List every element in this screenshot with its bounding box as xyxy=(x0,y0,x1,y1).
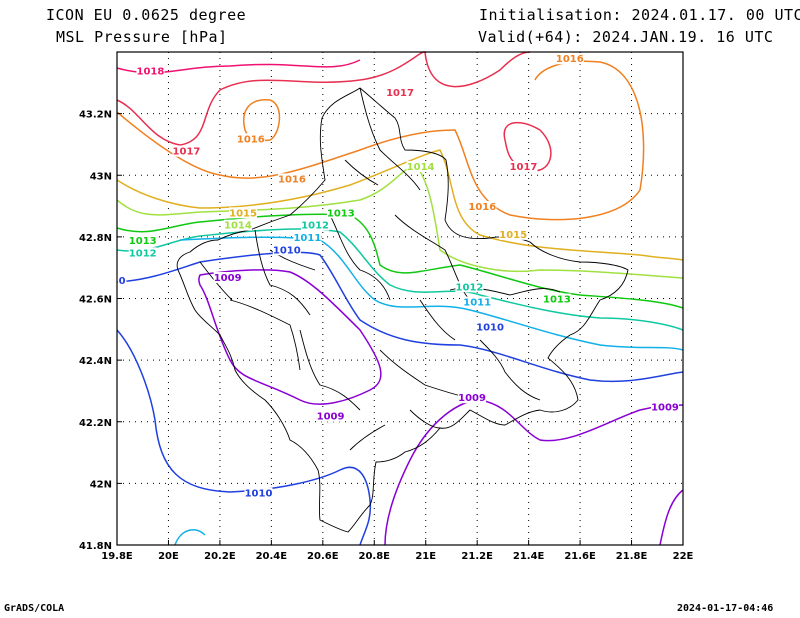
contour-label: 1010 xyxy=(273,245,301,256)
isobar-1017-cell xyxy=(503,121,552,172)
y-tick-label: 43.2N xyxy=(79,110,112,121)
isobar-1011-corner xyxy=(174,529,206,546)
contour-label-bg xyxy=(172,145,201,157)
software-credit: GrADS/COLA xyxy=(4,603,65,614)
render-timestamp: 2024-01-17-04:46 xyxy=(677,603,774,614)
x-tick-label: 20.4E xyxy=(256,551,288,562)
contour-label-bg xyxy=(386,87,414,99)
y-tick-label: 41.8N xyxy=(79,541,112,552)
contour-label-bg xyxy=(476,321,505,333)
contour-label: 1016 xyxy=(468,202,496,213)
x-tick-label: 21.6E xyxy=(564,551,596,562)
valid-time: Valid(+64): 2024.JAN.19. 16 UTC xyxy=(478,28,774,46)
x-tick-label: 21.4E xyxy=(513,551,545,562)
x-tick-label: 19.8E xyxy=(101,551,133,562)
contour-label: 1016 xyxy=(556,54,584,65)
isobar-1009 xyxy=(198,269,382,405)
isobar-1015 xyxy=(116,149,684,261)
contour-label-bg xyxy=(128,235,157,247)
contour-label: 1012 xyxy=(301,221,329,232)
contour-label: 1017 xyxy=(173,147,201,158)
contour-label-bg xyxy=(542,293,571,305)
x-tick-label: 20E xyxy=(158,551,179,562)
x-tick-label: 21E xyxy=(415,551,436,562)
contour-label: 1013 xyxy=(129,236,157,247)
contour-labels: 1018 1017 1017 1017 1016 1016 1016 1016 1015 1015… xyxy=(117,53,679,500)
contour-label-bg xyxy=(463,296,492,308)
isobar-1013 xyxy=(116,213,684,309)
contour-label-bg xyxy=(468,201,497,213)
contour-label: 1012 xyxy=(129,248,157,259)
contour-label: 1016 xyxy=(237,134,265,145)
x-tick-label: 20.2E xyxy=(204,551,236,562)
contour-label: 1015 xyxy=(499,230,527,241)
contour-label: 1018 xyxy=(137,67,165,78)
contour-label: 1014 xyxy=(407,162,435,173)
contour-label-bg xyxy=(499,228,528,240)
contour-label-bg xyxy=(244,487,273,499)
y-tick-label: 42N xyxy=(90,479,112,490)
contour-label: 1016 xyxy=(278,174,306,185)
x-axis: 19.8E 20E 20.2E 20.4E 20.6E 20.8E 21E 21.2E 21.4… xyxy=(101,540,694,562)
contour-label-bg xyxy=(406,161,435,173)
contour-label: 1010 xyxy=(476,322,504,333)
x-tick-label: 21.2E xyxy=(461,551,493,562)
contour-label-bg xyxy=(136,65,165,77)
x-tick-label: 20.8E xyxy=(359,551,391,562)
isobar-1009-corner xyxy=(659,489,684,546)
contour-label-bg xyxy=(293,231,322,243)
isobar-1016 xyxy=(116,60,645,221)
contour-label-bg xyxy=(213,272,242,284)
contour-label-bg xyxy=(455,281,484,293)
contour-label-bg xyxy=(229,207,258,219)
x-tick-label: 21.8E xyxy=(616,551,648,562)
initialisation-time: Initialisation: 2024.01.17. 00 UTC xyxy=(479,6,800,24)
contour-label: 1011 xyxy=(293,233,321,244)
contour-label: 1013 xyxy=(543,295,571,306)
contour-label-bg xyxy=(650,401,679,413)
contour-label: 1011 xyxy=(463,298,491,309)
contour-label: 1017 xyxy=(386,88,414,99)
isobar-1009-east xyxy=(384,399,684,546)
isobar-1010-south xyxy=(116,329,372,546)
contour-label: 1009 xyxy=(458,393,486,404)
y-axis: 41.8N 42N 42.2N 42.4N 42.6N 42.8N 43N 43.2N xyxy=(79,110,122,552)
y-tick-label: 43N xyxy=(90,171,112,182)
isobar-1012 xyxy=(116,228,684,331)
contour-label-bg xyxy=(272,244,301,256)
contour-label-bg xyxy=(128,247,157,259)
contour-label: 0 xyxy=(119,276,126,287)
isobar-1017 xyxy=(116,51,531,146)
contour-label: 1013 xyxy=(327,208,355,219)
contour-label: 1017 xyxy=(510,162,538,173)
model-title: ICON EU 0.0625 degree xyxy=(46,6,247,24)
contour-label-bg xyxy=(555,53,584,65)
y-tick-label: 42.2N xyxy=(79,418,112,429)
contour-label-bg xyxy=(117,275,127,287)
y-tick-label: 42.8N xyxy=(79,233,112,244)
contour-label: 1009 xyxy=(317,412,345,423)
x-tick-label: 20.6E xyxy=(307,551,339,562)
contour-label-bg xyxy=(326,207,355,219)
contour-label: 1009 xyxy=(651,402,679,413)
y-tick-label: 42.4N xyxy=(79,356,112,367)
contour-label-bg xyxy=(277,173,306,185)
parameter-title: MSL Pressure [hPa] xyxy=(56,28,228,46)
x-tick-label: 22E xyxy=(673,551,694,562)
contour-label: 1015 xyxy=(229,208,257,219)
contour-label-bg xyxy=(236,133,265,145)
contour-label: 1014 xyxy=(224,221,252,232)
contour-label-bg xyxy=(223,219,252,231)
contour-label-bg xyxy=(458,392,487,404)
y-tick-label: 42.6N xyxy=(79,295,112,306)
contour-label: 1009 xyxy=(214,273,242,284)
contour-label: 1010 xyxy=(245,489,273,500)
contour-label-bg xyxy=(509,161,538,173)
contour-label: 1012 xyxy=(456,282,484,293)
contour-label-bg xyxy=(301,219,330,231)
boundary-lines xyxy=(176,87,629,533)
contour-label-bg xyxy=(316,410,345,422)
